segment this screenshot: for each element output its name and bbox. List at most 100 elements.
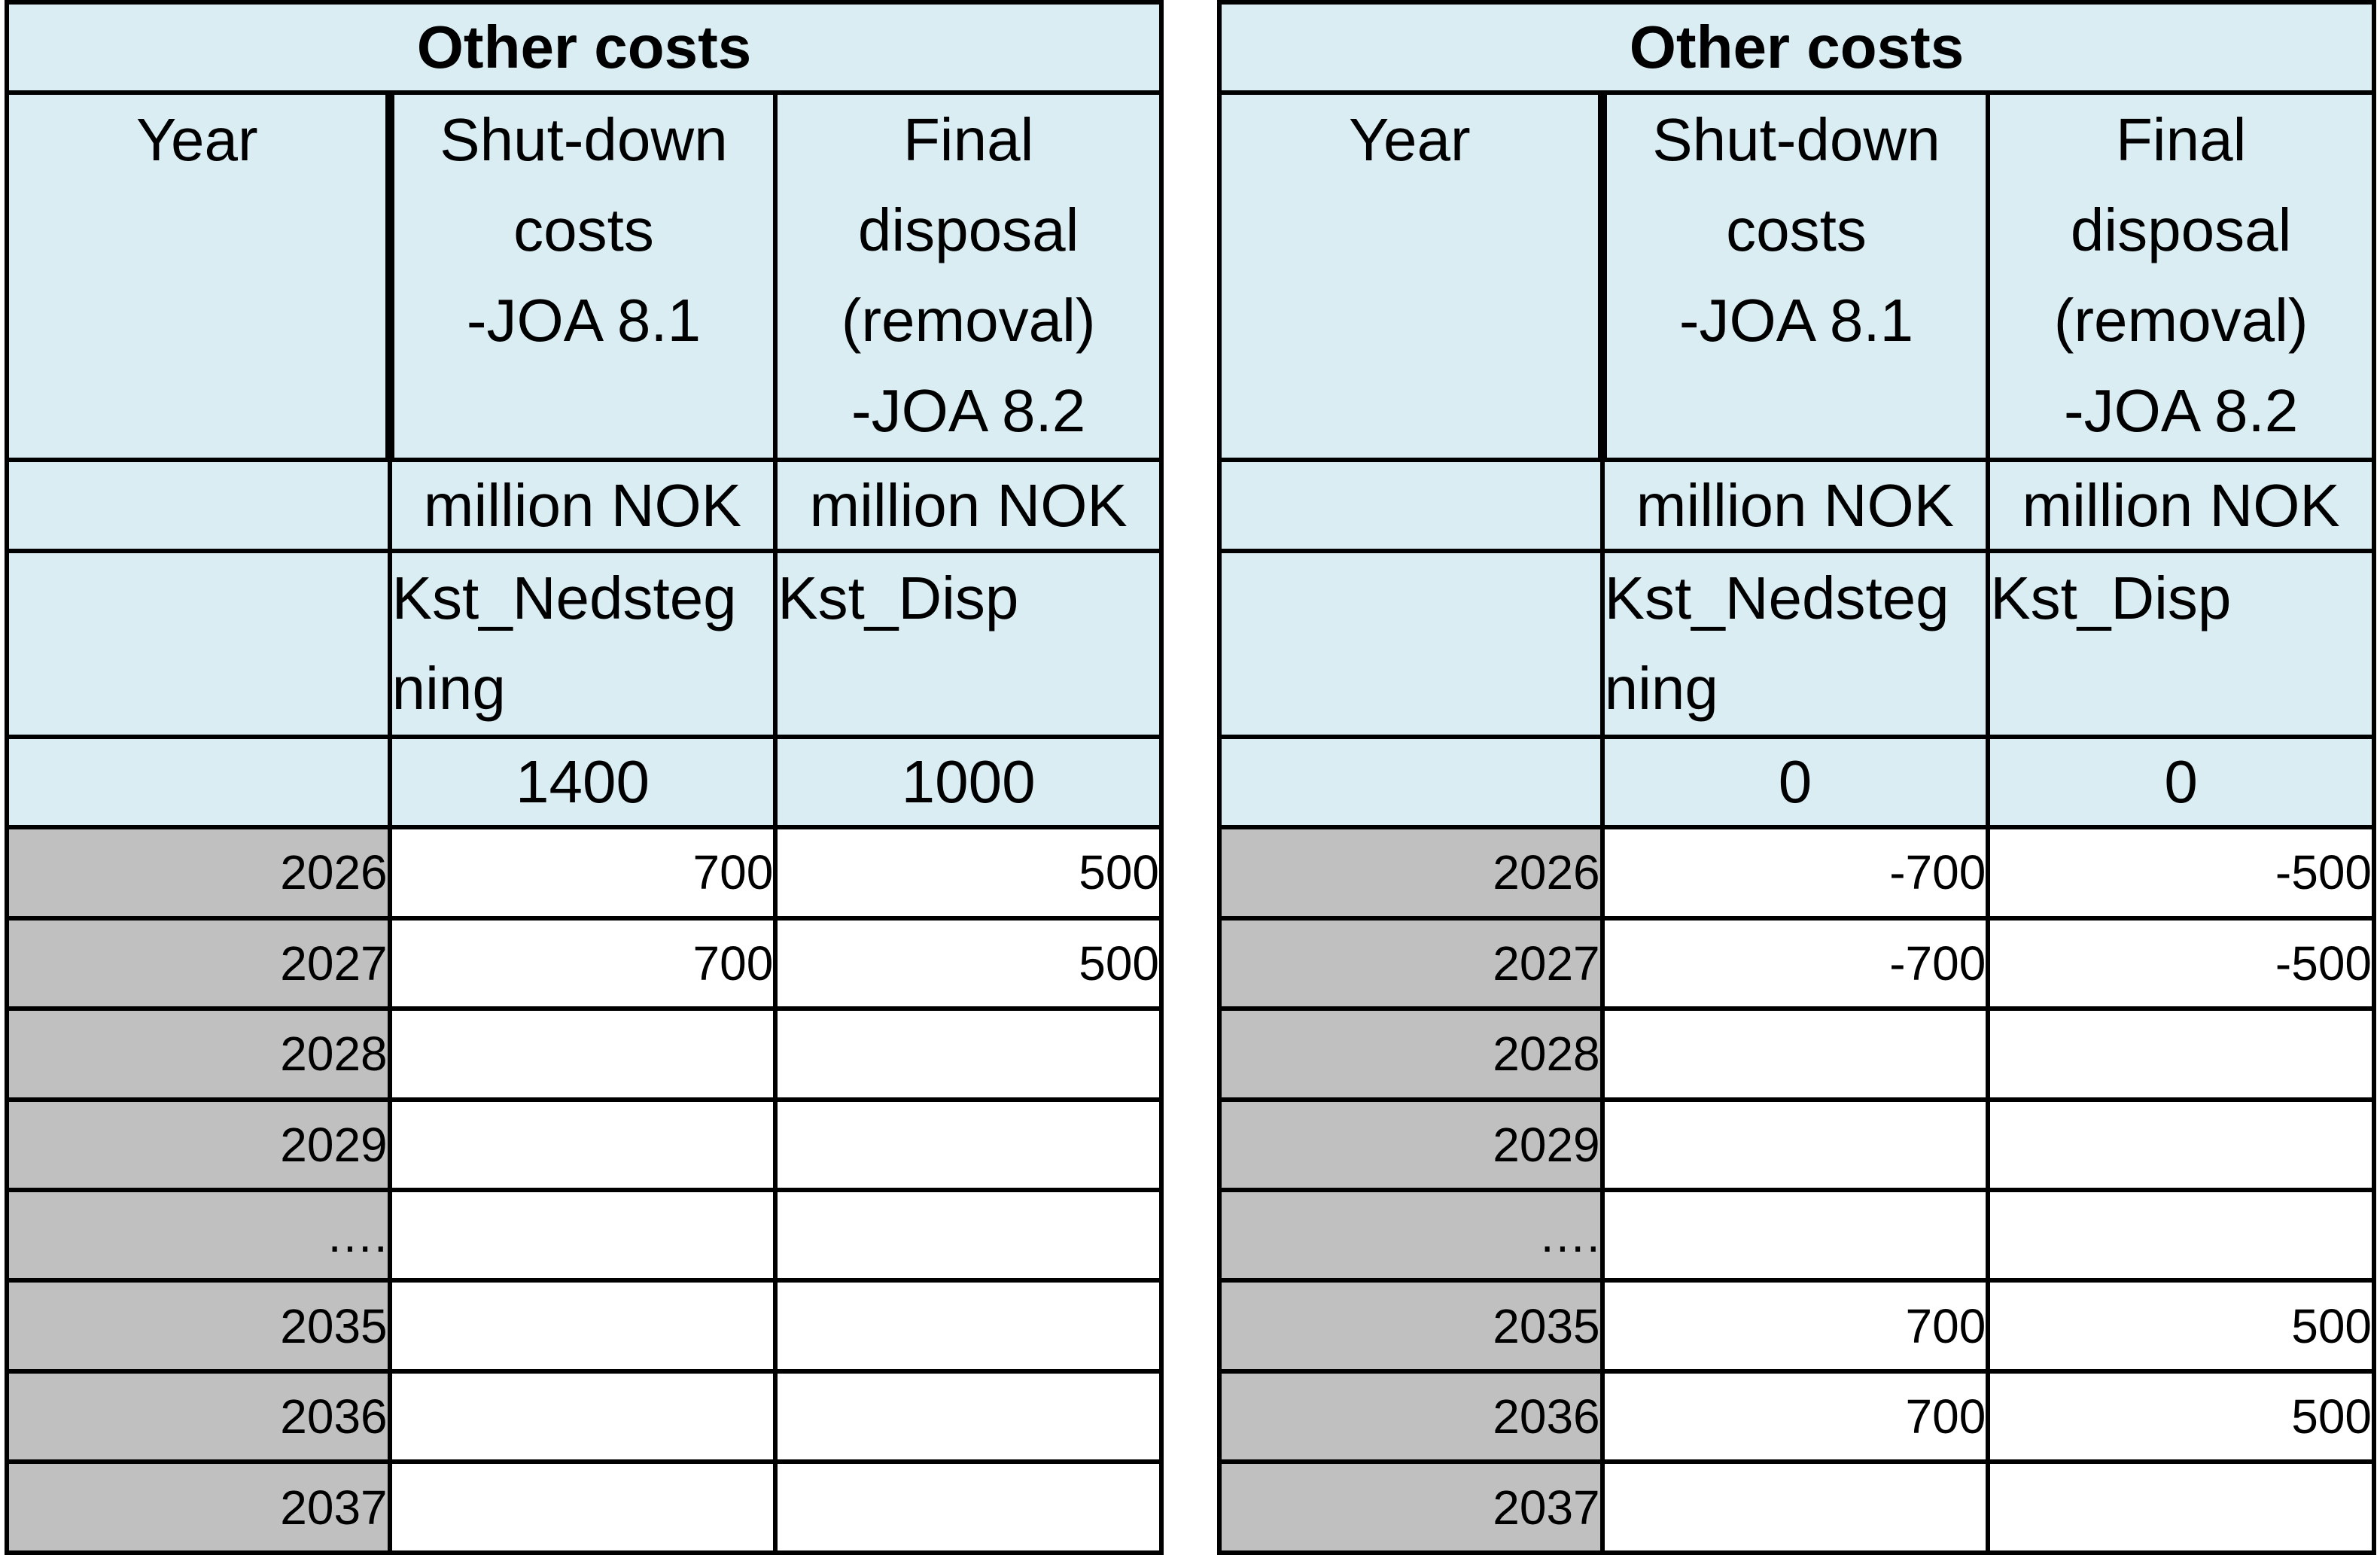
final-disposal-header: Final disposal (removal) -JOA 8.2 (1986, 90, 2376, 463)
table-row: 2027 700 500 (5, 915, 1164, 1012)
table-row: 2028 (1217, 1006, 2376, 1102)
final-disposal-cost-cell[interactable] (1986, 1006, 2376, 1102)
other-costs-table: Other costs Year Shut-down costs -JOA 8.1 Fin… (5, 0, 1164, 1555)
header-line: (removal) (841, 287, 1096, 355)
unit-cell: million NOK (1986, 458, 2376, 553)
table-row: …. (5, 1188, 1164, 1283)
table-row: 2036 (5, 1368, 1164, 1465)
year-cell[interactable]: 2026 (5, 825, 392, 921)
total-cell: 1400 (387, 734, 778, 830)
table-row: …. (1217, 1188, 2376, 1283)
final-disposal-cost-cell[interactable] (1986, 1188, 2376, 1283)
shut-down-cost-cell[interactable] (387, 1278, 778, 1374)
cost-table-left-panel: Other costs Year Shut-down costs -JOA 8.1 Fin… (5, 0, 1164, 1555)
final-disposal-header: Final disposal (removal) -JOA 8.2 (773, 90, 1164, 463)
year-cell[interactable]: 2027 (5, 915, 392, 1012)
cost-table-right-panel: Other costs Year Shut-down costs -JOA 8.1 Fin… (1217, 0, 2376, 1555)
header-line: disposal (857, 196, 1079, 264)
final-disposal-cost-cell[interactable] (773, 1006, 1164, 1102)
year-cell[interactable]: 2036 (5, 1368, 392, 1465)
final-disposal-cost-cell[interactable]: 500 (773, 825, 1164, 921)
total-cell: 1000 (773, 734, 1164, 830)
year-cell[interactable]: 2036 (1217, 1368, 1605, 1465)
final-disposal-cost-cell[interactable] (773, 1278, 1164, 1374)
shut-down-cost-cell[interactable] (1599, 1097, 1991, 1193)
final-disposal-cost-cell[interactable] (773, 1097, 1164, 1193)
year-column-header: Year (1217, 90, 1607, 463)
year-column-header: Year (5, 90, 394, 463)
header-line: Year (1348, 106, 1471, 174)
shut-down-cost-cell[interactable]: 700 (387, 915, 778, 1012)
table-row: 2028 (5, 1006, 1164, 1102)
variable-code-cell: Kst_Nedsteg ning (387, 548, 778, 739)
shut-down-cost-cell[interactable] (387, 1459, 778, 1555)
header-line: costs (513, 196, 654, 264)
code-cell-year (1217, 548, 1605, 739)
code-line: Kst_Nedsteg (391, 564, 737, 631)
shut-down-cost-cell[interactable]: 700 (1599, 1278, 1991, 1374)
final-disposal-cost-cell[interactable]: 500 (773, 915, 1164, 1012)
final-disposal-cost-cell[interactable] (773, 1368, 1164, 1465)
table-row: 2037 (5, 1459, 1164, 1555)
final-disposal-cost-cell[interactable]: 500 (1986, 1278, 2376, 1374)
other-costs-table: Other costs Year Shut-down costs -JOA 8.1 Fin… (1217, 0, 2376, 1555)
shut-down-cost-cell[interactable] (1599, 1459, 1991, 1555)
header-line: Shut-down (440, 106, 728, 174)
year-cell[interactable]: 2029 (5, 1097, 392, 1193)
header-line: -JOA 8.1 (1678, 287, 1914, 355)
year-cell[interactable]: …. (5, 1188, 392, 1283)
table-row: 2036 700 500 (1217, 1368, 2376, 1465)
code-line: Kst_Disp (778, 564, 1019, 631)
shut-down-cost-cell[interactable]: -700 (1599, 825, 1991, 921)
shut-down-cost-cell[interactable] (1599, 1006, 1991, 1102)
total-cell: 0 (1599, 734, 1991, 830)
table-row: 2026 -700 -500 (1217, 825, 2376, 921)
year-cell[interactable]: 2037 (1217, 1459, 1605, 1555)
variable-code-cell: Kst_Disp (773, 548, 1164, 739)
table-title: Other costs (5, 0, 1164, 96)
unit-cell: million NOK (1599, 458, 1991, 553)
year-cell[interactable]: 2027 (1217, 915, 1605, 1012)
shut-down-cost-cell[interactable]: 700 (1599, 1368, 1991, 1465)
final-disposal-cost-cell[interactable] (1986, 1459, 2376, 1555)
table-row: 2026 700 500 (5, 825, 1164, 921)
shut-down-cost-cell[interactable]: 700 (387, 825, 778, 921)
table-row: 2035 700 500 (1217, 1278, 2376, 1374)
final-disposal-cost-cell[interactable] (773, 1188, 1164, 1283)
header-line: Year (135, 106, 258, 174)
table-row: 2037 (1217, 1459, 2376, 1555)
year-cell[interactable]: 2028 (5, 1006, 392, 1102)
header-line: costs (1726, 196, 1867, 264)
table-row: 2035 (5, 1278, 1164, 1374)
shut-down-cost-cell[interactable] (387, 1188, 778, 1283)
code-cell-year (5, 548, 392, 739)
shut-down-cost-cell[interactable] (1599, 1188, 1991, 1283)
year-cell[interactable]: …. (1217, 1188, 1605, 1283)
header-line: (removal) (2053, 287, 2308, 355)
final-disposal-cost-cell[interactable] (1986, 1097, 2376, 1193)
code-line: Kst_Nedsteg (1604, 564, 1949, 631)
year-cell[interactable]: 2028 (1217, 1006, 1605, 1102)
year-cell[interactable]: 2026 (1217, 825, 1605, 921)
final-disposal-cost-cell[interactable] (773, 1459, 1164, 1555)
header-line: Final (902, 106, 1034, 174)
code-line: ning (1604, 654, 1718, 722)
shut-down-cost-cell[interactable]: -700 (1599, 915, 1991, 1012)
total-cell-year (1217, 734, 1605, 830)
shut-down-cost-cell[interactable] (387, 1368, 778, 1465)
final-disposal-cost-cell[interactable]: 500 (1986, 1368, 2376, 1465)
year-cell[interactable]: 2035 (5, 1278, 392, 1374)
header-line: -JOA 8.2 (851, 377, 1086, 445)
total-cell-year (5, 734, 392, 830)
final-disposal-cost-cell[interactable]: -500 (1986, 825, 2376, 921)
shut-down-cost-cell[interactable] (387, 1097, 778, 1193)
year-cell[interactable]: 2037 (5, 1459, 392, 1555)
final-disposal-cost-cell[interactable]: -500 (1986, 915, 2376, 1012)
header-line: Final (2115, 106, 2247, 174)
table-row: 2029 (5, 1097, 1164, 1193)
table-row: 2029 (1217, 1097, 2376, 1193)
year-cell[interactable]: 2035 (1217, 1278, 1605, 1374)
shut-down-cost-cell[interactable] (387, 1006, 778, 1102)
year-cell[interactable]: 2029 (1217, 1097, 1605, 1193)
